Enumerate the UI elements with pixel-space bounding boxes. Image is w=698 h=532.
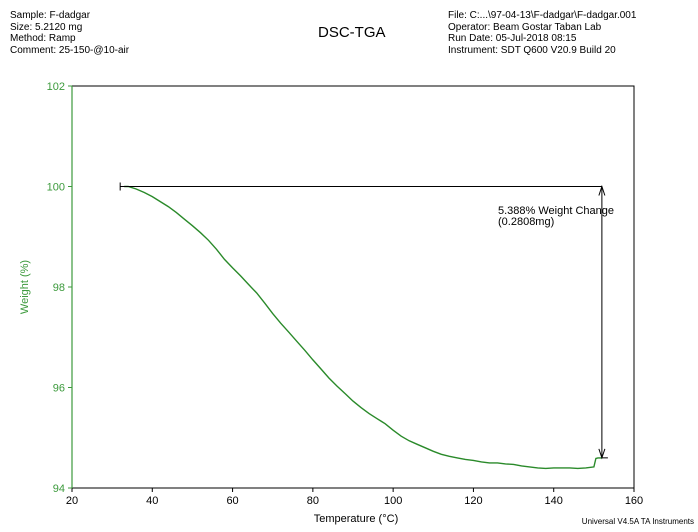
- y-tick-label: 100: [47, 182, 65, 194]
- size-label: Size: 5.2120 mg: [10, 21, 83, 33]
- x-tick-label: 80: [307, 495, 319, 507]
- y-tick-label: 94: [53, 483, 65, 495]
- x-axis-label: Temperature (°C): [314, 513, 398, 525]
- x-tick-label: 120: [464, 495, 482, 507]
- x-tick-label: 20: [66, 495, 78, 507]
- plot-frame: [71, 85, 635, 489]
- comment-label: Comment: 25-150-@10-air: [10, 44, 130, 56]
- x-tick-label: 60: [226, 495, 238, 507]
- x-ticks: 20 40 60 80 100 120 140 160: [66, 488, 643, 507]
- chart-title: DSC-TGA: [318, 24, 386, 41]
- weight-change-annotation: 5.388% Weight Change: [498, 205, 614, 217]
- weight-change-mass-annotation: (0.2808mg): [498, 216, 554, 228]
- x-tick-label: 40: [146, 495, 158, 507]
- y-tick-label: 102: [47, 81, 65, 93]
- file-label: File: C:...\97-04-13\F-dadgar\F-dadgar.0…: [448, 10, 637, 21]
- step-arrow-down: [598, 448, 606, 460]
- header-left-info: Sample: F-dadgar Size: 5.2120 mg Method:…: [10, 10, 129, 56]
- weight-change-marker: [119, 182, 608, 460]
- method-label: Method: Ramp: [10, 33, 76, 44]
- step-arrow-up: [598, 184, 606, 196]
- footer-note: Universal V4.5A TA Instruments: [581, 517, 694, 526]
- header-right-info: File: C:...\97-04-13\F-dadgar\F-dadgar.0…: [448, 10, 636, 56]
- y-tick-label: 98: [53, 282, 65, 294]
- x-tick-label: 160: [625, 495, 643, 507]
- y-axis-label: Weight (%): [19, 260, 31, 314]
- run-date-label: Run Date: 05-Jul-2018 08:15: [448, 33, 577, 44]
- x-tick-label: 100: [384, 495, 402, 507]
- sample-label: Sample: F-dadgar: [10, 10, 91, 21]
- y-ticks: 94 96 98 100 102: [47, 81, 72, 495]
- operator-label: Operator: Beam Gostar Taban Lab: [448, 21, 602, 33]
- instrument-label: Instrument: SDT Q600 V20.9 Build 20: [448, 44, 616, 56]
- x-tick-label: 140: [545, 495, 563, 507]
- tga-curve: [124, 185, 602, 470]
- y-tick-label: 96: [53, 383, 65, 395]
